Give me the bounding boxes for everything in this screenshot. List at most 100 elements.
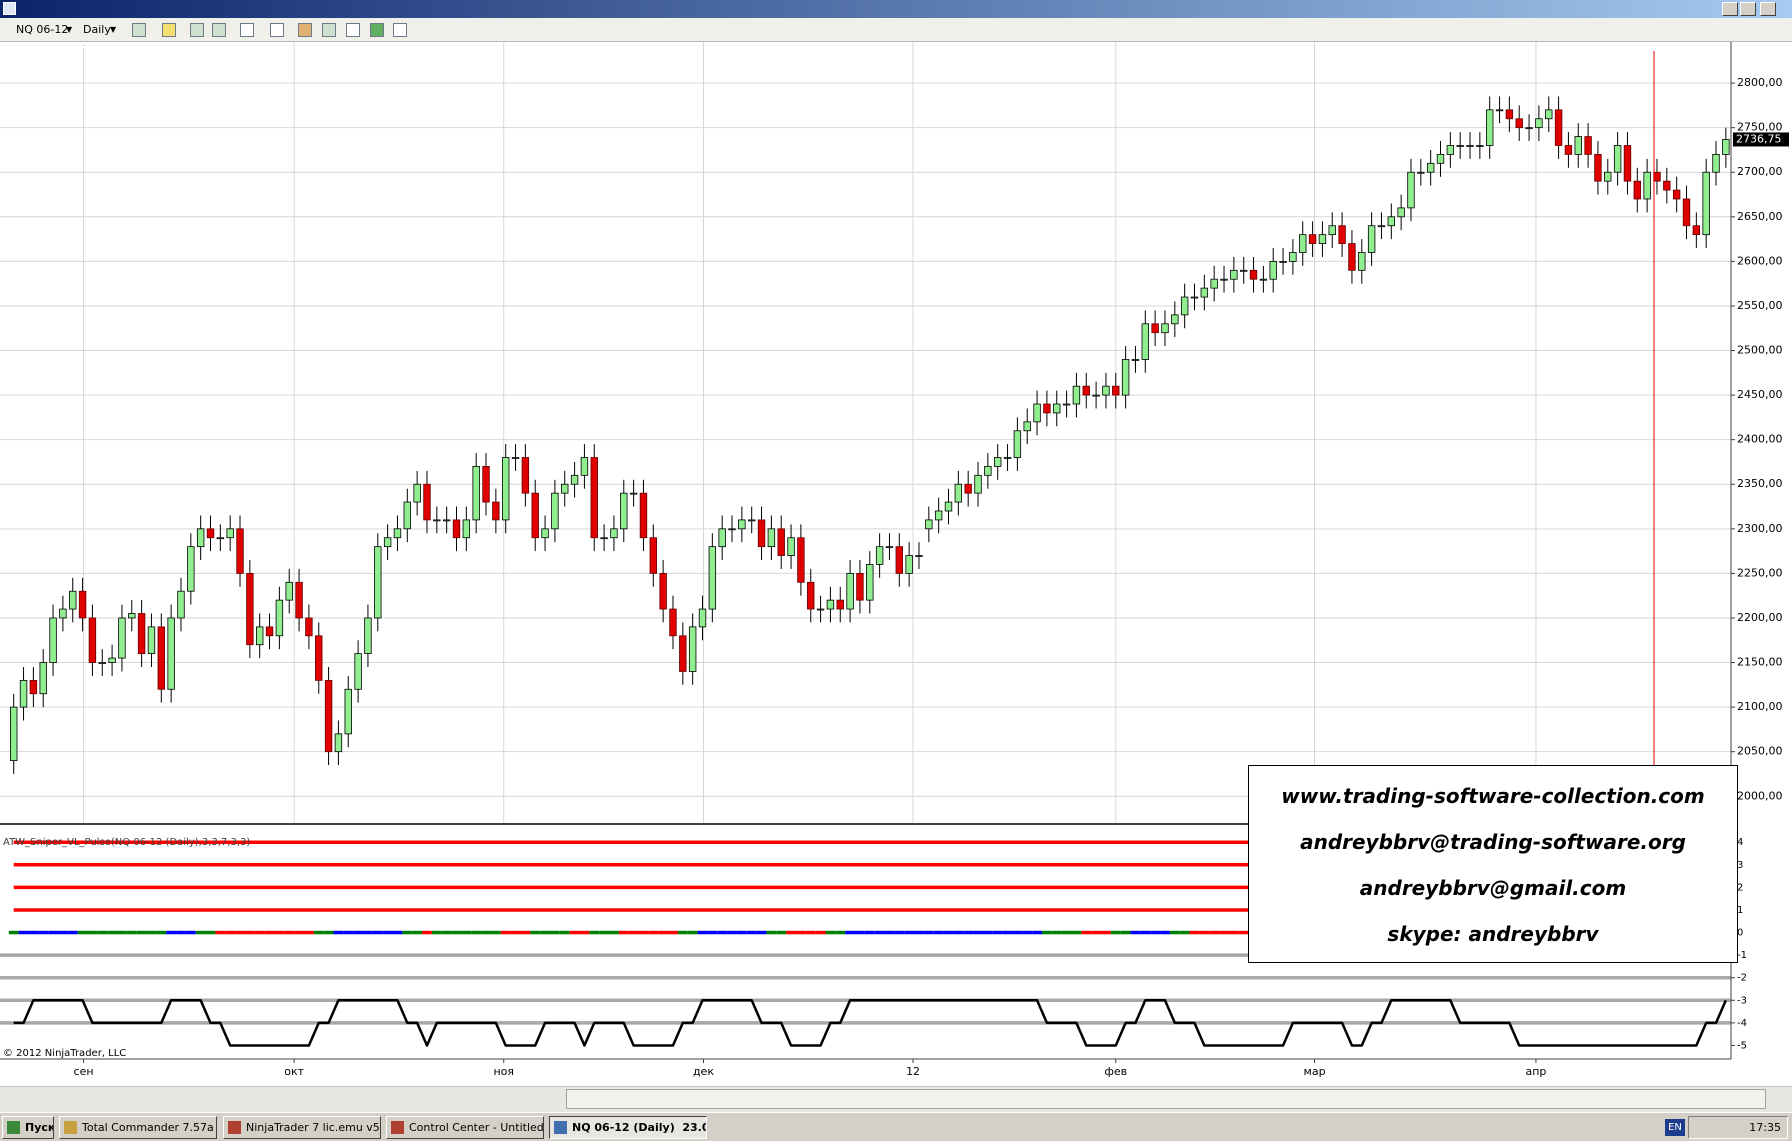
candle-body-up — [708, 546, 717, 610]
candle-body-up — [866, 564, 874, 601]
candle-body-up — [1525, 127, 1533, 130]
candle-body-up — [1171, 314, 1179, 325]
candle-body-down — [1663, 180, 1671, 191]
taskbar: Пуск Total Commander 7.57a ... NinjaTrad… — [0, 1112, 1792, 1141]
title-bar: NQ 06-12 (Daily) 23.08.2011 - 27.04.2012 — [0, 0, 1792, 51]
candle-body-down — [590, 457, 598, 539]
candle-body-up — [1722, 139, 1730, 155]
data-box-button[interactable] — [270, 23, 284, 37]
candle-body-up — [9, 706, 18, 761]
last-price-label: 2736,75 — [1736, 132, 1782, 145]
candle-body-down — [807, 581, 815, 610]
candle-body-down — [757, 519, 766, 548]
y-tick-label: 2250,00 — [1737, 566, 1783, 579]
candle-body-up — [738, 519, 746, 530]
candle-body-down — [1338, 225, 1346, 244]
properties-button[interactable] — [346, 23, 360, 37]
candle-body-up — [944, 501, 953, 512]
candle-body-up — [1210, 278, 1218, 289]
drawing-tool-button[interactable] — [162, 23, 176, 37]
candle-body-up — [255, 626, 264, 646]
candle-body-up — [1259, 278, 1268, 281]
close-button[interactable] — [1760, 2, 1776, 16]
y-tick-label: 2300,00 — [1737, 522, 1783, 535]
candle-body-up — [59, 608, 67, 619]
dropdown-arrow[interactable]: ▼ — [66, 25, 73, 34]
candle-body-down — [649, 537, 657, 574]
candle-body-up — [1269, 260, 1277, 280]
candle-body-up — [511, 457, 520, 459]
candle-body-down — [78, 590, 87, 619]
candle-body-up — [974, 474, 982, 494]
candle-body-up — [147, 626, 156, 655]
cursor-button[interactable] — [240, 23, 254, 37]
start-button[interactable]: Пуск — [2, 1116, 54, 1139]
candle-body-up — [1141, 323, 1149, 360]
language-indicator[interactable]: EN — [1665, 1119, 1685, 1136]
candle-body-up — [196, 528, 205, 548]
marks — [0, 96, 1731, 1047]
period-selector[interactable]: Daily — [83, 23, 111, 36]
task-button[interactable]: Control Center - Untitled1 — [386, 1116, 544, 1139]
scrollbar-thumb[interactable] — [566, 1089, 1766, 1109]
candle-body-up — [1574, 136, 1582, 155]
candle-body-up — [462, 519, 471, 539]
candle-body-down — [265, 626, 274, 637]
y-tick-label: 3 — [1737, 860, 1743, 871]
task-button-active[interactable]: NQ 06-12 (Daily) 23.0... — [549, 1116, 707, 1139]
dropdown-arrow[interactable]: ▼ — [110, 25, 117, 34]
candle-body-down — [1249, 269, 1258, 280]
y-tick-label: 2650,00 — [1737, 210, 1783, 223]
candle-body-up — [226, 528, 234, 539]
candle-body-down — [639, 492, 648, 539]
candle-body-down — [797, 537, 805, 583]
candle-body-up — [915, 555, 923, 557]
candle-body-down — [1554, 109, 1563, 146]
chart-style-button[interactable] — [132, 23, 146, 37]
template-button[interactable] — [393, 23, 407, 37]
candle-body-up — [934, 510, 943, 521]
candle-body-up — [49, 617, 57, 663]
candle-body-up — [1702, 171, 1710, 236]
candle-body-up — [600, 537, 608, 540]
candle-body-down — [1682, 198, 1691, 227]
candle-body-up — [1436, 154, 1445, 164]
watermark-box: www.trading-software-collection.com andr… — [1248, 765, 1738, 963]
candle-body-up — [1417, 171, 1425, 174]
candle-body-up — [1240, 269, 1248, 272]
candle-body-up — [698, 608, 707, 628]
candle-body-down — [492, 501, 500, 521]
instrument-selector[interactable]: NQ 06-12 — [16, 23, 69, 36]
x-tick-label: апр — [1525, 1065, 1546, 1078]
task-button[interactable]: Total Commander 7.57a ... — [59, 1116, 217, 1139]
task-button[interactable]: NinjaTrader 7 lic.emu v5.06 — [223, 1116, 381, 1139]
x-tick-label: окт — [284, 1065, 304, 1078]
zoom-out-button[interactable] — [212, 23, 226, 37]
restore-button[interactable] — [1740, 2, 1756, 16]
y-tick-label: 2100,00 — [1737, 700, 1783, 713]
candle-body-up — [1220, 278, 1228, 281]
y-tick-label: 4 — [1737, 837, 1743, 848]
candle-body-up — [275, 599, 284, 637]
candle-body-up — [728, 528, 736, 531]
candle-body-up — [39, 662, 47, 695]
indicators-button[interactable] — [298, 23, 312, 37]
minimize-button[interactable] — [1722, 2, 1738, 16]
candle-body-up — [561, 483, 569, 494]
indicator-label: ATW_Sniper_VL_Pulse(NQ 06-12 (Daily),3,3… — [3, 837, 250, 848]
order-button[interactable] — [370, 23, 384, 37]
zoom-in-button[interactable] — [190, 23, 204, 37]
candle-body-up — [403, 501, 411, 530]
candle-body-up — [19, 679, 28, 708]
candle-body-up — [620, 492, 628, 530]
candle-body-up — [285, 581, 293, 601]
x-tick-label: сен — [74, 1065, 94, 1078]
task-icon — [228, 1121, 241, 1134]
watermark-line: andreybbrv@trading-software.org — [1300, 830, 1686, 854]
y-tick-label: 2400,00 — [1737, 433, 1783, 446]
candle-body-up — [1023, 421, 1031, 432]
candle-body-down — [137, 613, 146, 655]
scrollbar[interactable] — [0, 1086, 1792, 1112]
strategies-button[interactable] — [322, 23, 336, 37]
